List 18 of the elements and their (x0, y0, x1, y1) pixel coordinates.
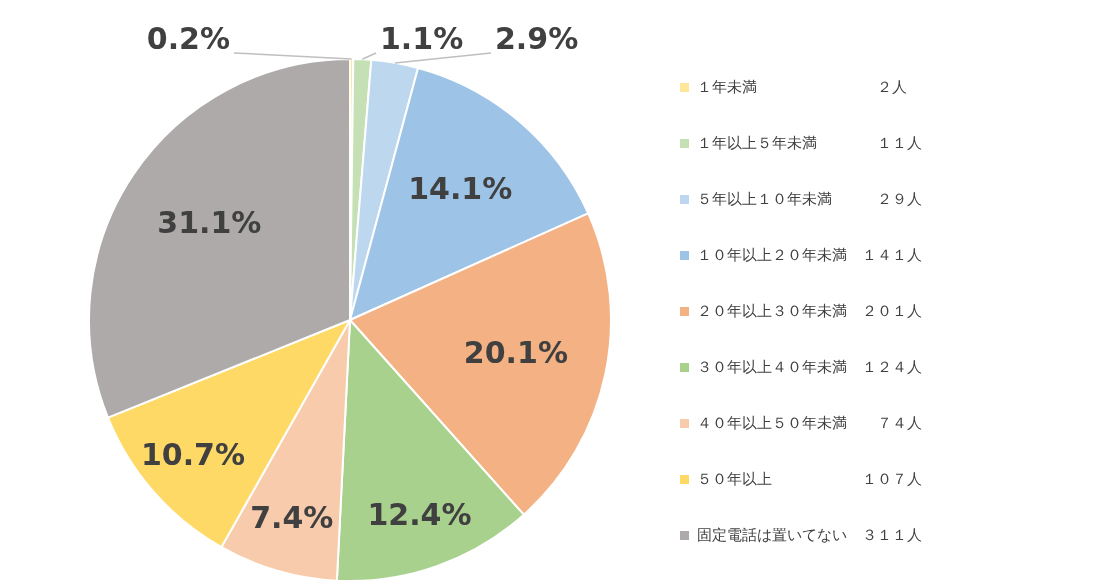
data-label: 20.1% (463, 335, 568, 371)
legend-label: １０年以上２０年未満 １４１人 (697, 246, 922, 265)
legend-label: ５０年以上 １０７人 (697, 470, 922, 489)
legend-label: １年以上５年未満 １１人 (697, 134, 922, 153)
legend-label: 固定電話は置いてない ３１１人 (697, 526, 922, 545)
data-label: 14.1% (408, 170, 513, 206)
data-label: 1.1% (380, 20, 464, 56)
legend-label: １年未満 ２人 (697, 78, 907, 97)
data-label: 12.4% (367, 496, 472, 532)
data-label: 10.7% (140, 437, 245, 473)
legend-label: ５年以上１０年未満 ２９人 (697, 190, 922, 209)
data-label: 31.1% (157, 204, 262, 240)
legend-label: ３０年以上４０年未満 １２４人 (697, 358, 922, 377)
data-label: 2.9% (495, 20, 579, 56)
legend-label: ２０年以上３０年未満 ２０１人 (697, 302, 922, 321)
legend-label: ４０年以上５０年未満 ７４人 (697, 414, 922, 433)
data-label: 7.4% (250, 500, 334, 536)
data-label: 0.2% (146, 20, 230, 56)
